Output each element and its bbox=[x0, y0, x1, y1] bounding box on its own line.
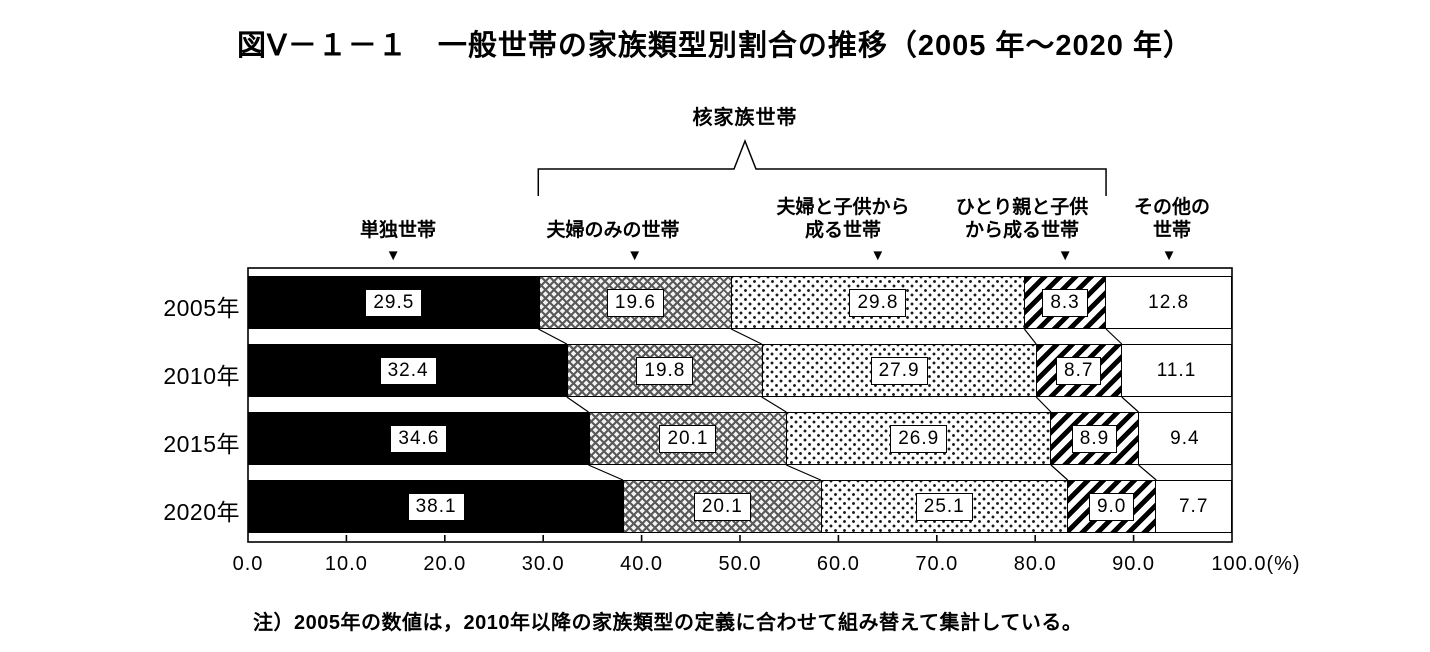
value-label: 12.8 bbox=[1148, 291, 1190, 313]
figure-title: 図Ⅴ－１－１ 一般世帯の家族類型別割合の推移（2005 年～2020 年） bbox=[237, 30, 1193, 62]
bar-segment: 19.6 bbox=[538, 277, 732, 328]
bar-segment: 34.6 bbox=[249, 413, 589, 464]
series-pointer-icon: ▼ bbox=[1161, 247, 1177, 264]
value-label: 29.8 bbox=[849, 288, 907, 317]
x-axis-tick-label: 50.0 bbox=[718, 553, 762, 575]
x-axis-tick-label: 30.0 bbox=[521, 553, 565, 575]
bar-segment: 26.9 bbox=[786, 413, 1051, 464]
series-pointer-icon: ▼ bbox=[870, 247, 886, 264]
bar-segment: 29.5 bbox=[249, 277, 539, 328]
figure-note: 注）2005年の数値は，2010年以降の家族類型の定義に合わせて組み替えて集計し… bbox=[253, 612, 1083, 634]
x-axis-tick-label: 0.0 bbox=[232, 553, 264, 575]
segment-connector-line bbox=[1035, 396, 1052, 413]
segment-connector-line bbox=[761, 396, 787, 413]
value-label: 29.5 bbox=[365, 288, 423, 317]
series-label: ひとり親と子供 から成る世帯 bbox=[955, 197, 1089, 241]
group-label-nuclear-family: 核家族世帯 bbox=[692, 107, 798, 129]
series-label: 単独世帯 bbox=[359, 220, 437, 241]
series-pointer-icon: ▼ bbox=[385, 247, 401, 264]
segment-connector-line bbox=[588, 464, 624, 481]
x-axis-tick-label: 100.0(%) bbox=[1211, 553, 1301, 575]
value-label: 38.1 bbox=[407, 492, 465, 521]
value-label: 19.8 bbox=[636, 356, 694, 385]
segment-connector-line bbox=[566, 396, 589, 413]
row-label-year: 2015年 bbox=[163, 430, 240, 457]
row-label-year: 2010年 bbox=[163, 362, 240, 389]
value-label: 8.7 bbox=[1056, 356, 1102, 385]
bar-segment: 29.8 bbox=[731, 277, 1024, 328]
value-label: 7.7 bbox=[1178, 495, 1209, 517]
bar-segment: 7.7 bbox=[1155, 481, 1231, 532]
series-label: 夫婦のみの世帯 bbox=[546, 220, 680, 241]
bar-segment: 12.8 bbox=[1105, 277, 1231, 328]
value-label: 25.1 bbox=[915, 492, 973, 521]
value-label: 9.0 bbox=[1088, 492, 1135, 521]
bar-segment: 20.1 bbox=[623, 481, 821, 532]
bar-segment: 27.9 bbox=[761, 345, 1036, 396]
segment-connector-line bbox=[1050, 464, 1069, 481]
row-label-year: 2005年 bbox=[163, 294, 240, 321]
segment-connector-line bbox=[1023, 328, 1037, 345]
value-label: 20.1 bbox=[693, 492, 751, 521]
bar-segment: 8.9 bbox=[1050, 413, 1138, 464]
value-label: 11.1 bbox=[1156, 359, 1197, 381]
series-pointer-icon: ▼ bbox=[627, 247, 643, 264]
stacked-bar: 32.4 19.8 27.9 8.7 11.1 bbox=[248, 344, 1232, 397]
value-label: 32.4 bbox=[379, 356, 437, 385]
value-label: 8.9 bbox=[1071, 424, 1118, 453]
stacked-bar: 34.6 20.1 26.9 8.9 9.4 bbox=[248, 412, 1232, 465]
bar-segment: 9.4 bbox=[1137, 413, 1231, 464]
segment-connector-line bbox=[1121, 396, 1139, 413]
value-label: 8.3 bbox=[1042, 288, 1088, 317]
value-label: 34.6 bbox=[390, 424, 448, 453]
stacked-bar: 38.1 20.1 25.1 9.0 7.7 bbox=[248, 480, 1232, 533]
bar-segment: 25.1 bbox=[820, 481, 1067, 532]
x-axis-tick-label: 10.0 bbox=[324, 553, 368, 575]
bar-segment: 8.3 bbox=[1023, 277, 1106, 328]
series-label: その他の 世帯 bbox=[1133, 197, 1211, 241]
value-label: 26.9 bbox=[890, 424, 948, 453]
segment-connector-line bbox=[786, 464, 821, 481]
value-label: 9.4 bbox=[1170, 427, 1200, 449]
x-axis-tick-label: 40.0 bbox=[620, 553, 664, 575]
bar-segment: 20.1 bbox=[588, 413, 787, 464]
bar-segment: 19.8 bbox=[567, 345, 762, 396]
bar-segment: 11.1 bbox=[1120, 345, 1231, 396]
segment-connector-line bbox=[538, 328, 568, 345]
bar-segment: 8.7 bbox=[1035, 345, 1121, 396]
row-label-year: 2020年 bbox=[163, 498, 240, 525]
stacked-bar: 29.5 19.6 29.8 8.3 12.8 bbox=[248, 276, 1232, 329]
value-label: 20.1 bbox=[659, 424, 717, 453]
segment-connector-line bbox=[1138, 464, 1157, 481]
x-axis-tick-label: 90.0 bbox=[1112, 553, 1156, 575]
series-pointer-icon: ▼ bbox=[1057, 247, 1073, 264]
segment-connector-line bbox=[1105, 328, 1123, 345]
x-axis-tick-label: 80.0 bbox=[1013, 553, 1057, 575]
value-label: 27.9 bbox=[870, 356, 928, 385]
series-label: 夫婦と子供から 成る世帯 bbox=[776, 197, 910, 241]
x-axis-tick-label: 20.0 bbox=[423, 553, 467, 575]
bar-segment: 9.0 bbox=[1066, 481, 1156, 532]
value-label: 19.6 bbox=[606, 288, 664, 317]
nuclear-family-bracket bbox=[537, 138, 1107, 196]
segment-connector-line bbox=[730, 328, 762, 345]
x-axis-tick-label: 70.0 bbox=[915, 553, 959, 575]
bar-segment: 32.4 bbox=[249, 345, 568, 396]
bar-segment: 38.1 bbox=[249, 481, 624, 532]
x-axis-tick-label: 60.0 bbox=[816, 553, 860, 575]
